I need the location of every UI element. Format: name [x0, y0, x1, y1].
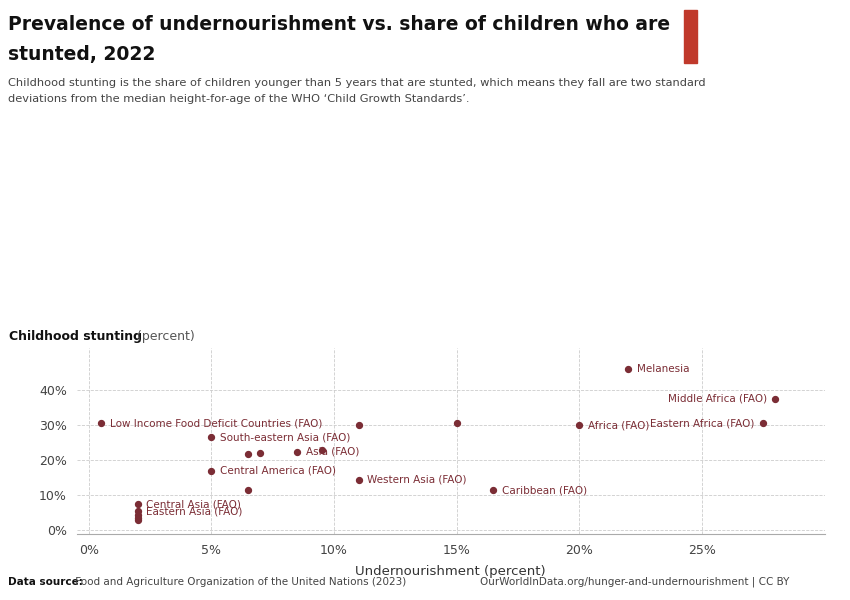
Text: Western Asia (FAO): Western Asia (FAO) [367, 475, 467, 485]
Text: South-eastern Asia (FAO): South-eastern Asia (FAO) [220, 433, 350, 442]
Point [315, 445, 329, 455]
Text: Caribbean (FAO): Caribbean (FAO) [502, 485, 587, 495]
Point [486, 485, 500, 495]
Text: Eastern Africa (FAO): Eastern Africa (FAO) [650, 418, 755, 428]
Text: Childhood stunting is the share of children younger than 5 years that are stunte: Childhood stunting is the share of child… [8, 78, 706, 88]
Point [205, 433, 218, 442]
Point [572, 421, 586, 430]
Bar [684, 10, 697, 63]
Text: Prevalence of undernourishment vs. share of children who are: Prevalence of undernourishment vs. share… [8, 15, 671, 34]
Point [94, 419, 108, 428]
Text: Low Income Food Deficit Countries (FAO): Low Income Food Deficit Countries (FAO) [110, 418, 322, 428]
Point [621, 364, 635, 374]
Point [756, 419, 770, 428]
Text: in Data: in Data [740, 43, 785, 53]
Point [352, 475, 366, 484]
Text: Asia (FAO): Asia (FAO) [306, 446, 360, 457]
Point [131, 514, 145, 523]
Text: (percent): (percent) [133, 331, 195, 343]
Point [352, 421, 366, 430]
Text: Africa (FAO): Africa (FAO) [588, 420, 649, 430]
Point [241, 449, 255, 459]
Text: Central America (FAO): Central America (FAO) [220, 466, 336, 476]
Text: Food and Agriculture Organization of the United Nations (2023): Food and Agriculture Organization of the… [72, 577, 406, 587]
Text: Childhood stunting: Childhood stunting [9, 331, 142, 343]
Text: Central Asia (FAO): Central Asia (FAO) [146, 499, 241, 509]
Point [131, 499, 145, 509]
Point [205, 466, 218, 476]
Point [768, 394, 782, 404]
X-axis label: Undernourishment (percent): Undernourishment (percent) [355, 565, 546, 578]
Text: Our World: Our World [732, 22, 794, 32]
Point [131, 506, 145, 516]
Point [241, 485, 255, 495]
Text: deviations from the median height-for-age of the WHO ‘Child Growth Standards’.: deviations from the median height-for-ag… [8, 94, 470, 104]
Text: stunted, 2022: stunted, 2022 [8, 45, 156, 64]
Point [131, 510, 145, 520]
Point [450, 419, 463, 428]
Text: Eastern Asia (FAO): Eastern Asia (FAO) [146, 506, 243, 516]
Point [291, 447, 304, 457]
Point [131, 515, 145, 525]
Text: Data source:: Data source: [8, 577, 83, 587]
Point [253, 448, 267, 458]
Text: OurWorldInData.org/hunger-and-undernourishment | CC BY: OurWorldInData.org/hunger-and-undernouri… [480, 576, 790, 587]
Text: Middle Africa (FAO): Middle Africa (FAO) [668, 394, 767, 404]
Text: Melanesia: Melanesia [637, 364, 689, 374]
